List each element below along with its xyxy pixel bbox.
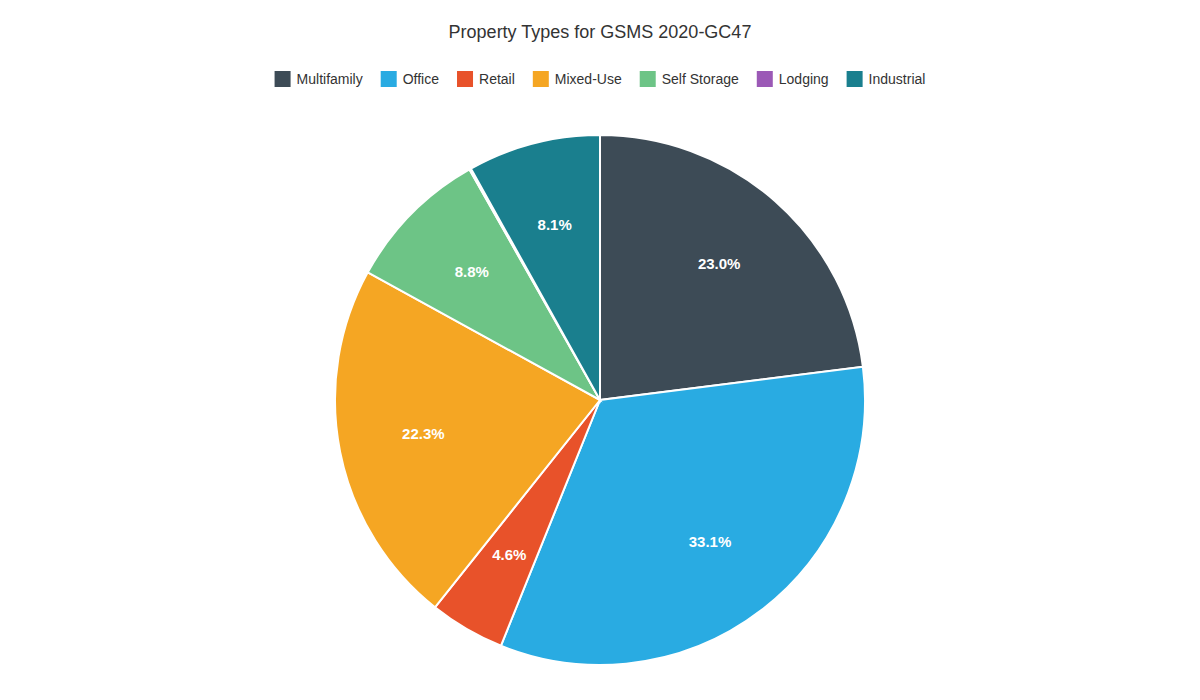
- pie: [335, 135, 865, 665]
- legend-item: Multifamily: [275, 71, 363, 87]
- legend-item: Lodging: [757, 71, 829, 87]
- legend-label: Self Storage: [662, 71, 739, 87]
- legend-swatch: [640, 71, 656, 87]
- legend-swatch: [381, 71, 397, 87]
- legend-label: Multifamily: [297, 71, 363, 87]
- legend-item: Mixed-Use: [533, 71, 622, 87]
- chart: Property Types for GSMS 2020-GC47 Multifa…: [0, 0, 1200, 700]
- legend-label: Mixed-Use: [555, 71, 622, 87]
- legend: Multifamily Office Retail Mixed-Use Self Sto…: [275, 71, 926, 87]
- legend-swatch: [457, 71, 473, 87]
- data-labels: 23.0% 33.1% 4.6% 22.3% 8.8% 8.1%: [402, 216, 740, 563]
- data-label: 33.1%: [689, 533, 732, 550]
- pie-slice: [600, 135, 863, 400]
- data-label: 8.1%: [538, 216, 572, 233]
- legend-swatch: [275, 71, 291, 87]
- legend-label: Office: [403, 71, 440, 87]
- data-label: 8.8%: [455, 263, 489, 280]
- legend-label: Lodging: [779, 71, 829, 87]
- data-label: 4.6%: [492, 546, 526, 563]
- legend-item: Self Storage: [640, 71, 739, 87]
- title: Property Types for GSMS 2020-GC47: [449, 22, 752, 42]
- legend-item: Industrial: [847, 71, 926, 87]
- legend-swatch: [757, 71, 773, 87]
- data-label: 23.0%: [698, 255, 741, 272]
- legend-label: Retail: [479, 71, 515, 87]
- legend-label: Industrial: [869, 71, 926, 87]
- data-label: 22.3%: [402, 425, 445, 442]
- legend-swatch: [533, 71, 549, 87]
- pie-slice: [471, 135, 600, 400]
- legend-item: Retail: [457, 71, 515, 87]
- legend-item: Office: [381, 71, 440, 87]
- legend-swatch: [847, 71, 863, 87]
